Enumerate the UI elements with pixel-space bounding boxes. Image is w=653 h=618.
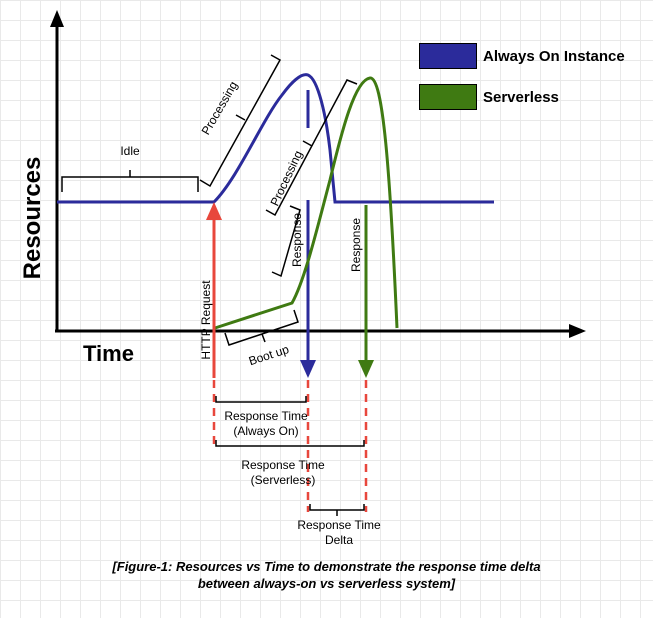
processing-label-always-on: Processing	[199, 79, 241, 137]
always-on-resource-curve	[57, 73, 494, 204]
legend-item-serverless: Serverless	[419, 84, 559, 110]
y-axis-arrowhead	[50, 10, 64, 27]
idle-bracket	[61, 170, 199, 192]
serverless-resource-curve	[214, 76, 399, 330]
boot-up-label: Boot up	[247, 342, 291, 368]
idle-label: Idle	[120, 144, 140, 158]
x-axis-label: Time	[83, 341, 134, 366]
boot-up-bracket	[224, 309, 299, 346]
response-time-always-on-bracket	[215, 396, 307, 403]
processing-bracket-serverless	[265, 79, 358, 217]
response-time-delta-label-line2: Delta	[325, 533, 353, 547]
processing-bracket-always-on	[199, 54, 282, 188]
legend-label-always-on: Always On Instance	[483, 47, 625, 65]
serverless-response-arrowhead	[358, 360, 374, 378]
processing-label-serverless: Processing	[267, 148, 305, 208]
response-time-delta-label-line1: Response Time	[297, 518, 381, 532]
response-label-serverless: Response	[349, 218, 363, 272]
response-time-always-on-label-line2: (Always On)	[233, 424, 298, 438]
response-label-always-on: Response	[290, 213, 304, 267]
response-bracket-always-on	[271, 205, 301, 278]
always-on-swatch	[419, 43, 477, 69]
http-request-arrowhead	[206, 202, 222, 220]
response-time-serverless-label-line2: (Serverless)	[251, 473, 316, 487]
x-axis-arrowhead	[569, 324, 586, 338]
http-request-label: HTTP Request	[199, 280, 213, 360]
y-axis-label: Resources	[19, 157, 46, 280]
serverless-swatch	[419, 84, 477, 110]
caption-line-1: [Figure-1: Resources vs Time to demonstr…	[112, 559, 541, 574]
response-time-always-on-label-line1: Response Time	[224, 409, 308, 423]
figure-caption: [Figure-1: Resources vs Time to demonstr…	[0, 558, 653, 592]
always-on-response-arrowhead	[300, 360, 316, 378]
caption-line-2: between always-on vs serverless system]	[197, 576, 456, 591]
legend-label-serverless: Serverless	[483, 88, 559, 106]
response-time-serverless-bracket	[215, 440, 365, 447]
response-time-serverless-label-line1: Response Time	[241, 458, 325, 472]
response-time-delta-bracket	[309, 504, 365, 516]
legend-item-always-on: Always On Instance	[419, 43, 625, 69]
